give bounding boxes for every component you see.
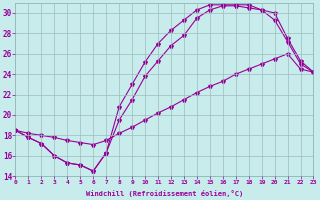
X-axis label: Windchill (Refroidissement éolien,°C): Windchill (Refroidissement éolien,°C)	[86, 190, 243, 197]
